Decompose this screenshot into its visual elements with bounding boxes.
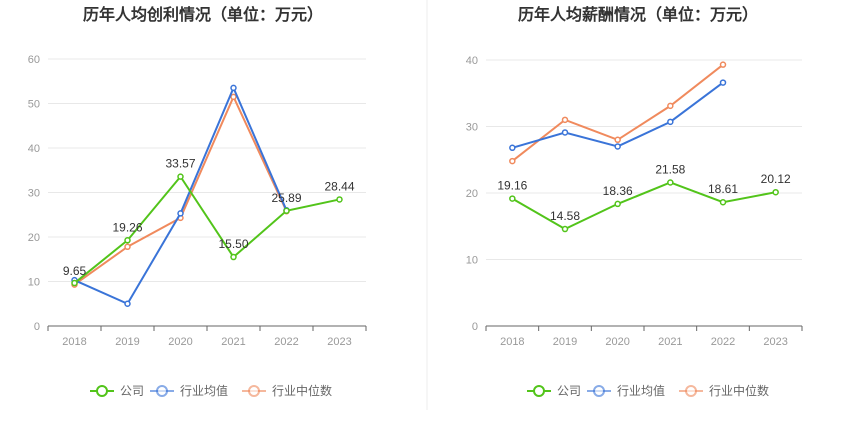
series-line-company bbox=[73, 174, 340, 284]
data-label: 25.89 bbox=[271, 191, 301, 205]
x-tick-label: 2021 bbox=[221, 336, 245, 348]
y-tick-label: 20 bbox=[466, 188, 478, 200]
data-point-industry_avg[interactable] bbox=[230, 84, 237, 92]
series-line-industry_avg bbox=[74, 85, 288, 306]
legend-marker bbox=[248, 385, 260, 397]
x-tick-label: 2022 bbox=[274, 336, 298, 348]
y-tick-label: 40 bbox=[28, 143, 40, 155]
legend-label: 行业中位数 bbox=[272, 383, 332, 398]
legend-label: 公司 bbox=[557, 384, 581, 398]
data-point-company[interactable] bbox=[561, 225, 569, 233]
data-point-industry_median[interactable] bbox=[509, 157, 516, 165]
y-tick-label: 40 bbox=[466, 55, 478, 67]
series-line-company bbox=[511, 181, 776, 231]
legend-label: 行业均值 bbox=[617, 383, 665, 398]
data-point-company[interactable] bbox=[283, 207, 290, 215]
legend-label: 公司 bbox=[120, 384, 144, 398]
chart-title: 历年人均创利情况（单位：万元） bbox=[83, 5, 323, 24]
data-point-company[interactable] bbox=[509, 195, 516, 202]
y-tick-label: 0 bbox=[472, 321, 478, 333]
data-label: 18.36 bbox=[603, 184, 633, 198]
data-point-company[interactable] bbox=[336, 196, 343, 203]
data-label: 19.16 bbox=[497, 179, 527, 193]
x-tick-label: 2023 bbox=[327, 336, 351, 348]
legend-item-company[interactable]: 公司 bbox=[90, 384, 144, 398]
legend-label: 行业均值 bbox=[180, 383, 228, 398]
y-tick-label: 50 bbox=[28, 99, 40, 111]
legend-marker bbox=[156, 385, 168, 397]
legend-item-industry_median[interactable]: 行业中位数 bbox=[242, 383, 332, 398]
data-label: 20.12 bbox=[761, 172, 791, 186]
legend-marker bbox=[685, 385, 697, 397]
data-label: 18.61 bbox=[708, 182, 738, 196]
x-tick-label: 2020 bbox=[168, 336, 192, 348]
data-label: 14.58 bbox=[550, 209, 580, 223]
legend-item-industry_avg[interactable]: 行业均值 bbox=[587, 383, 665, 398]
data-point-company[interactable] bbox=[230, 253, 237, 261]
legend-item-industry_median[interactable]: 行业中位数 bbox=[679, 383, 769, 398]
data-label: 21.58 bbox=[655, 162, 685, 176]
data-point-industry_avg[interactable] bbox=[177, 210, 184, 217]
data-label: 19.26 bbox=[112, 220, 142, 234]
data-point-company[interactable] bbox=[719, 198, 727, 206]
salary-per-capita-chart: 历年人均薪酬情况（单位：万元） 0 10 20 30 40 2018 2019 2020 2021… bbox=[466, 5, 803, 398]
data-point-industry_avg[interactable] bbox=[614, 143, 621, 150]
x-tick-label: 2020 bbox=[605, 336, 629, 348]
data-point-company[interactable] bbox=[772, 188, 779, 196]
legend-marker bbox=[533, 385, 545, 397]
legend-item-company[interactable]: 公司 bbox=[527, 384, 581, 398]
y-tick-label: 10 bbox=[28, 277, 40, 289]
y-tick-label: 60 bbox=[28, 54, 40, 66]
data-point-industry_median[interactable] bbox=[230, 93, 237, 101]
data-point-company[interactable] bbox=[667, 179, 674, 186]
x-tick-label: 2019 bbox=[115, 336, 139, 348]
data-point-industry_avg[interactable] bbox=[561, 129, 569, 136]
legend-label: 行业中位数 bbox=[709, 383, 769, 398]
data-point-industry_median[interactable] bbox=[719, 61, 727, 68]
legend-marker bbox=[96, 385, 108, 397]
x-tick-label: 2018 bbox=[500, 336, 524, 348]
x-tick-label: 2022 bbox=[711, 336, 735, 348]
y-tick-label: 30 bbox=[28, 188, 40, 200]
data-label: 28.44 bbox=[324, 179, 354, 193]
y-tick-label: 20 bbox=[28, 232, 40, 244]
legend-item-industry_avg[interactable]: 行业均值 bbox=[150, 383, 228, 398]
y-tick-label: 10 bbox=[466, 255, 478, 267]
data-point-company[interactable] bbox=[124, 237, 131, 244]
data-point-company[interactable] bbox=[177, 173, 184, 180]
data-point-industry_median[interactable] bbox=[561, 116, 569, 124]
x-tick-label: 2019 bbox=[553, 336, 577, 348]
data-label: 9.65 bbox=[63, 264, 87, 278]
data-point-industry_median[interactable] bbox=[124, 243, 131, 251]
data-point-industry_median[interactable] bbox=[614, 136, 621, 144]
data-point-industry_median[interactable] bbox=[667, 102, 674, 110]
data-label: 15.50 bbox=[218, 237, 248, 251]
data-point-company[interactable] bbox=[71, 279, 78, 287]
data-point-industry_avg[interactable] bbox=[719, 79, 727, 86]
data-point-industry_avg[interactable] bbox=[509, 144, 516, 152]
y-tick-label: 30 bbox=[466, 122, 478, 134]
data-label: 33.57 bbox=[165, 157, 195, 171]
x-tick-label: 2023 bbox=[763, 336, 787, 348]
data-point-industry_avg[interactable] bbox=[667, 118, 674, 126]
legend-marker bbox=[593, 385, 605, 397]
data-point-company[interactable] bbox=[614, 200, 621, 208]
profit-per-capita-chart: 历年人均创利情况（单位：万元） 0 10 20 30 40 50 60 2018 2019 2020… bbox=[28, 5, 367, 398]
chart-title: 历年人均薪酬情况（单位：万元） bbox=[518, 5, 758, 24]
data-point-industry_avg[interactable] bbox=[124, 300, 131, 307]
y-tick-label: 0 bbox=[34, 321, 40, 333]
x-tick-label: 2021 bbox=[658, 336, 682, 348]
x-tick-label: 2018 bbox=[62, 336, 86, 348]
